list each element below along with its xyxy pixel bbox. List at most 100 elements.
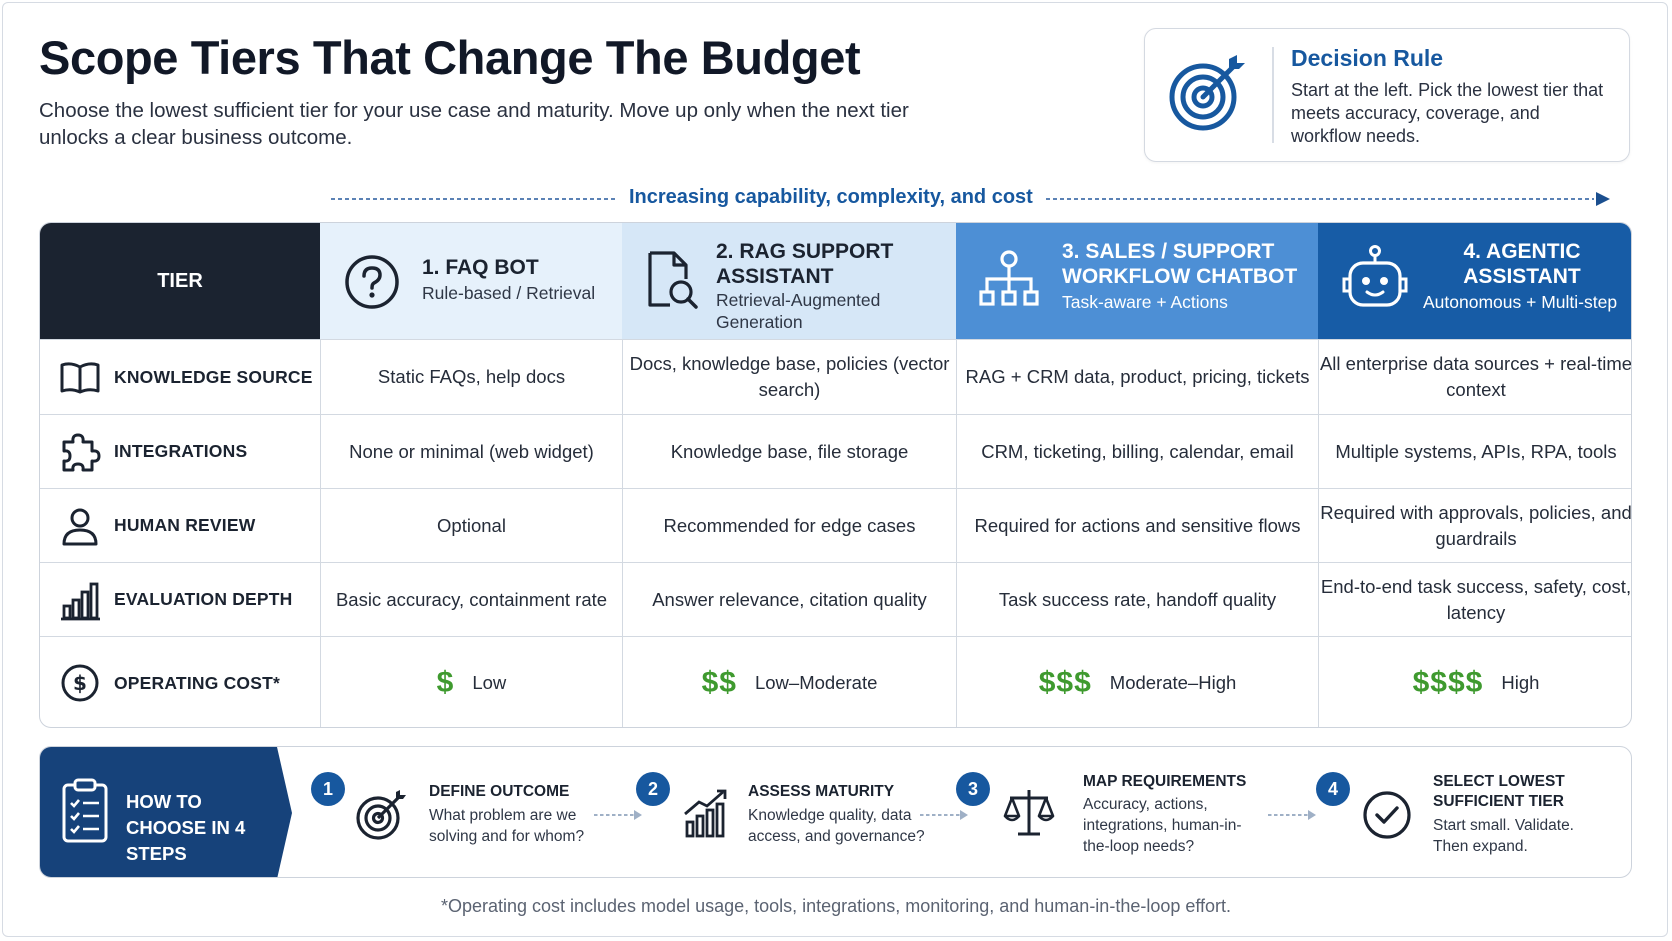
workflow-icon bbox=[979, 250, 1039, 306]
tier-title: 4. AGENTIC ASSISTANT bbox=[1463, 240, 1581, 288]
tier-header-rag-support: 2. RAG SUPPORT ASSISTANT Retrieval-Augme… bbox=[622, 223, 956, 339]
row-label: HUMAN REVIEW bbox=[114, 515, 256, 535]
table-cell: Knowledge base, file storage bbox=[622, 415, 956, 488]
progression-arrowhead bbox=[1596, 192, 1610, 206]
table-cell: CRM, ticketing, billing, calendar, email bbox=[956, 415, 1318, 488]
step-connector bbox=[920, 814, 960, 816]
step-number: 1 bbox=[311, 772, 345, 806]
robot-icon bbox=[1342, 245, 1408, 307]
row-label: INTEGRATIONS bbox=[114, 441, 248, 461]
step-connector-arrowhead bbox=[634, 810, 642, 820]
table-cell: RAG + CRM data, product, pricing, ticket… bbox=[956, 340, 1318, 414]
table-cell: Basic accuracy, containment rate bbox=[320, 563, 622, 636]
cost-symbol: $$$ bbox=[1038, 666, 1092, 699]
svg-text:$: $ bbox=[73, 671, 87, 695]
row-integrations: INTEGRATIONS None or minimal (web widget… bbox=[40, 414, 1631, 488]
tier-title: 3. SALES / SUPPORT WORKFLOW CHATBOT bbox=[1062, 240, 1298, 288]
progression-line-left bbox=[331, 198, 615, 200]
tier-table: TIER 1. FAQ BOT Rule-based / Retrieval 2… bbox=[39, 222, 1632, 728]
row-label: KNOWLEDGE SOURCE bbox=[114, 366, 313, 387]
tier-title: 2. RAG SUPPORT ASSISTANT bbox=[716, 240, 894, 288]
cost-cell: $$ Low–Moderate bbox=[622, 637, 956, 727]
person-icon bbox=[62, 508, 98, 545]
tier-header-faq-bot: 1. FAQ BOT Rule-based / Retrieval bbox=[320, 223, 622, 339]
cost-level: High bbox=[1501, 672, 1540, 693]
step-title: ASSESS MATURITY bbox=[748, 783, 895, 800]
step-connector bbox=[1268, 814, 1308, 816]
row-knowledge-source: KNOWLEDGE SOURCE Static FAQs, help docs … bbox=[40, 339, 1631, 414]
cost-cell: $$$$ High bbox=[1318, 637, 1631, 727]
step-title: MAP REQUIREMENTS bbox=[1083, 773, 1247, 790]
cost-level: Low–Moderate bbox=[754, 672, 878, 693]
cost-symbol: $$ bbox=[701, 666, 737, 699]
decision-rule-card: Decision Rule Start at the left. Pick th… bbox=[1144, 28, 1630, 162]
step-connector-arrowhead bbox=[960, 810, 968, 820]
document-search-icon bbox=[648, 251, 698, 309]
scale-icon bbox=[1003, 790, 1055, 836]
book-icon bbox=[60, 362, 100, 394]
puzzle-icon bbox=[62, 433, 101, 471]
cost-symbol: $ bbox=[436, 666, 455, 699]
cost-cell: $$$ Moderate–High bbox=[956, 637, 1318, 727]
step-number: 2 bbox=[636, 772, 670, 806]
table-cell: Docs, knowledge base, policies (vector s… bbox=[622, 340, 956, 414]
step-text: Start small. Validate. Then expand. bbox=[1433, 817, 1574, 855]
step-text: What problem are we solving and for whom… bbox=[429, 807, 585, 845]
decision-rule-title: Decision Rule bbox=[1291, 45, 1444, 71]
progression-line-right bbox=[1046, 198, 1594, 200]
step-number: 3 bbox=[956, 772, 990, 806]
cost-level: Low bbox=[472, 672, 507, 693]
check-circle-icon bbox=[1363, 791, 1411, 839]
steps-heading: HOW TO CHOOSE IN 4 STEPS bbox=[126, 791, 246, 864]
page-subtitle: Choose the lowest sufficient tier for yo… bbox=[39, 99, 909, 149]
table-cell: Task success rate, handoff quality bbox=[956, 563, 1318, 636]
step-title: SELECT LOWEST SUFFICIENT TIER bbox=[1433, 773, 1565, 810]
decision-rule-text: Start at the left. Pick the lowest tier … bbox=[1291, 80, 1604, 146]
row-evaluation-depth: EVALUATION DEPTH Basic accuracy, contain… bbox=[40, 562, 1631, 636]
table-cell: Multiple systems, APIs, RPA, tools bbox=[1318, 415, 1631, 488]
steps-heading-banner: HOW TO CHOOSE IN 4 STEPS bbox=[40, 747, 292, 877]
tier-subtitle: Retrieval-Augmented Generation bbox=[716, 290, 881, 332]
step-connector-arrowhead bbox=[1308, 810, 1316, 820]
row-human-review: HUMAN REVIEW Optional Recommended for ed… bbox=[40, 488, 1631, 562]
table-cell: Recommended for edge cases bbox=[622, 489, 956, 562]
tier-title: 1. FAQ BOT bbox=[422, 256, 539, 279]
cost-cell: $ Low bbox=[320, 637, 622, 727]
table-cell: Answer relevance, citation quality bbox=[622, 563, 956, 636]
checklist-icon bbox=[62, 778, 108, 843]
tier-header-corner: TIER bbox=[40, 223, 320, 339]
footnote: *Operating cost includes model usage, to… bbox=[440, 896, 1232, 916]
row-operating-cost: $ OPERATING COST* $ Low $$ Low–Moderate … bbox=[40, 636, 1631, 727]
step-text: Accuracy, actions, integrations, human-i… bbox=[1083, 796, 1242, 855]
rule-divider bbox=[1272, 47, 1274, 143]
tier-subtitle: Autonomous + Multi-step bbox=[1423, 292, 1618, 312]
table-cell: None or minimal (web widget) bbox=[320, 415, 622, 488]
row-label: OPERATING COST* bbox=[114, 672, 281, 693]
table-cell: Static FAQs, help docs bbox=[320, 340, 622, 414]
tier-header-workflow-chatbot: 3. SALES / SUPPORT WORKFLOW CHATBOT Task… bbox=[956, 223, 1318, 339]
tier-subtitle: Rule-based / Retrieval bbox=[422, 283, 596, 303]
progression-label: Increasing capability, complexity, and c… bbox=[629, 186, 1033, 208]
growth-chart-icon bbox=[684, 789, 727, 838]
cost-symbol: $$$$ bbox=[1412, 666, 1484, 699]
cost-level: Moderate–High bbox=[1109, 672, 1237, 693]
question-circle-icon bbox=[345, 255, 399, 309]
table-cell: Required with approvals, policies, and g… bbox=[1318, 489, 1631, 562]
target-icon bbox=[356, 790, 406, 840]
table-cell: End-to-end task success, safety, cost, l… bbox=[1318, 563, 1631, 636]
table-cell: All enterprise data sources + real-time … bbox=[1318, 340, 1631, 414]
tier-subtitle: Task-aware + Actions bbox=[1062, 292, 1228, 312]
page-title: Scope Tiers That Change The Budget bbox=[39, 31, 861, 84]
step-text: Knowledge quality, data access, and gove… bbox=[748, 807, 925, 845]
target-icon bbox=[1169, 55, 1245, 131]
step-connector bbox=[594, 814, 634, 816]
tier-header-agentic-assistant: 4. AGENTIC ASSISTANT Autonomous + Multi-… bbox=[1318, 223, 1631, 339]
bar-chart-icon bbox=[61, 582, 100, 620]
step-number: 4 bbox=[1316, 772, 1350, 806]
step-title: DEFINE OUTCOME bbox=[429, 783, 570, 800]
table-cell: Required for actions and sensitive flows bbox=[956, 489, 1318, 562]
dollar-circle-icon: $ bbox=[61, 664, 99, 702]
table-cell: Optional bbox=[320, 489, 622, 562]
row-label: EVALUATION DEPTH bbox=[114, 589, 293, 609]
